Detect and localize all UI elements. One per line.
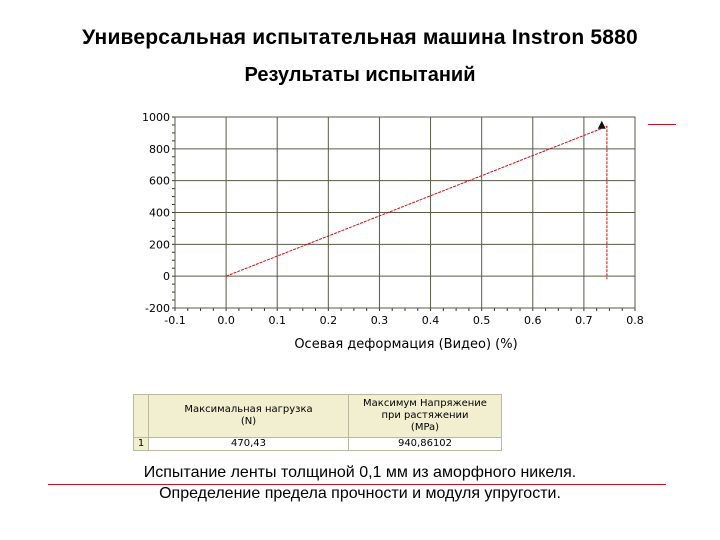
table-header-index [133, 394, 149, 438]
x-tick-label: 0.1 [268, 314, 286, 327]
x-tick-label: 0.2 [320, 314, 338, 327]
slide-caption: Испытание ленты толщиной 0,1 мм из аморф… [0, 462, 720, 504]
x-tick-label: 0.6 [524, 314, 542, 327]
caption-line-1: Испытание ленты толщиной 0,1 мм из аморф… [143, 464, 577, 481]
stress-strain-chart: -0.1 0.0 0.1 0.2 0.3 0.4 0.5 0.6 0.7 0.8 -200 0 200 4… [130, 92, 648, 356]
x-tick-label: 0.8 [626, 314, 644, 327]
x-tick-label: 0.4 [422, 314, 440, 327]
y-tick-label: 200 [149, 238, 170, 251]
y-tick-label: 600 [149, 175, 170, 188]
y-tick-label: -200 [145, 302, 170, 315]
decorative-red-line-bottom [48, 484, 666, 485]
x-tick-label: -0.1 [164, 314, 185, 327]
x-tick-label: 0.0 [217, 314, 235, 327]
y-tick-label: 400 [149, 207, 170, 220]
results-table: Максимальная нагрузка (N) Максимум Напряж… [133, 394, 502, 451]
row-index: 1 [133, 437, 149, 451]
header-max-stress-label: Максимум Напряжение при растяжении (MPa) [363, 398, 487, 433]
x-axis-label: Осевая деформация (Видео) (%) [294, 337, 517, 352]
slide-title: Универсальная испытательная машина Instr… [82, 26, 638, 49]
series-line [225, 125, 608, 280]
max-load-value: 470,43 [148, 437, 349, 451]
chart-axes [172, 116, 636, 311]
table-header-max-load: Максимальная нагрузка (N) [148, 394, 349, 438]
table-header-max-stress: Максимум Напряжение при растяжении (MPa) [348, 394, 502, 438]
chart-series [225, 120, 608, 280]
max-stress-value: 940,86102 [348, 437, 502, 451]
y-tick-label: 800 [149, 143, 170, 156]
max-point-marker [597, 120, 606, 129]
x-tick-label: 0.7 [575, 314, 593, 327]
chart-background [130, 92, 648, 356]
caption-line-2: Определение предела прочности и модуля у… [159, 485, 561, 502]
y-tick-label: 0 [163, 270, 170, 283]
x-tick-label: 0.5 [473, 314, 491, 327]
plot-frame [174, 116, 636, 309]
chart-tick-labels: -0.1 0.0 0.1 0.2 0.3 0.4 0.5 0.6 0.7 0.8 -200 0 200 4… [142, 111, 644, 327]
header-max-load-label: Максимальная нагрузка (N) [184, 404, 313, 427]
x-tick-label: 0.3 [371, 314, 389, 327]
slide-subtitle: Результаты испытаний [244, 64, 476, 86]
table-row: 1 470,43 940,86102 [133, 437, 502, 451]
y-tick-label: 1000 [142, 111, 170, 124]
